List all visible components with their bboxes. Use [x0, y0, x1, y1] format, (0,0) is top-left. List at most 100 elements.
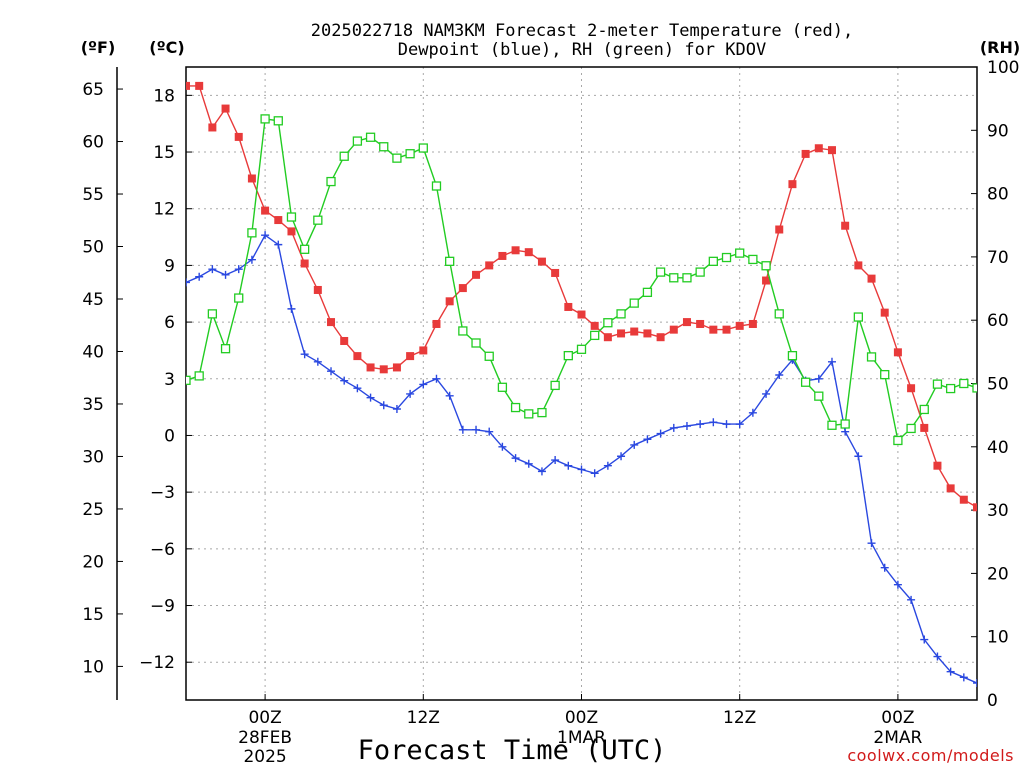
dewpoint-point	[551, 456, 560, 465]
rh-point	[186, 375, 191, 385]
rh-point	[471, 338, 481, 348]
temperature-point	[867, 274, 876, 283]
dewpoint-point	[524, 459, 533, 468]
dewpoint-point	[472, 425, 481, 434]
rh-point	[339, 151, 349, 161]
time-date-label: 1MAR	[557, 728, 606, 748]
series-layer	[186, 81, 977, 687]
rh-point	[721, 252, 732, 263]
celsius-tick-label: 3	[164, 370, 175, 390]
rh-point	[655, 267, 666, 277]
dewpoint-point	[261, 231, 270, 240]
rh-point	[299, 244, 310, 254]
rh-point	[326, 176, 336, 187]
fahrenheit-tick-label: 15	[82, 605, 104, 625]
temperature-point	[748, 319, 757, 328]
rh-point	[524, 409, 534, 419]
dewpoint-point	[669, 423, 678, 432]
rh-point	[603, 318, 613, 328]
rh-point	[787, 350, 798, 361]
rh-point	[748, 254, 758, 265]
temperature-point	[485, 261, 494, 270]
credit-text: coolwx.com/models	[847, 746, 1014, 765]
temperature-point	[722, 325, 731, 334]
celsius-unit-label: (ºC)	[149, 38, 184, 57]
fahrenheit-tick-label: 35	[82, 395, 104, 415]
celsius-tick-label: 6	[164, 313, 175, 333]
temperature-point	[564, 302, 573, 311]
temperature-point	[472, 270, 481, 279]
rh-unit-label: (RH)	[980, 38, 1020, 57]
dewpoint-point	[748, 408, 757, 417]
temperature-point	[854, 261, 863, 270]
dewpoint-point	[722, 420, 731, 429]
dewpoint-point	[366, 393, 375, 402]
rh-point	[220, 344, 231, 354]
rh-point	[761, 261, 771, 271]
dewpoint-point	[907, 595, 916, 604]
rh-point	[365, 132, 376, 142]
rh-point	[629, 298, 639, 308]
dewpoint-point	[854, 452, 863, 461]
fahrenheit-tick-label: 40	[82, 342, 104, 362]
rh-point	[379, 142, 389, 152]
dewpoint-point	[432, 374, 441, 383]
rh-point	[207, 309, 218, 319]
temperature-point	[841, 221, 850, 230]
temperature-point	[682, 318, 691, 327]
rh-point	[194, 371, 204, 381]
dewpoint-point	[577, 465, 586, 474]
rh-point	[669, 273, 679, 283]
dewpoint-point	[511, 454, 520, 463]
chart-title-line1: 2025022718 NAM3KM Forecast 2-meter Tempe…	[311, 21, 853, 41]
temperature-point	[880, 308, 889, 317]
rh-point	[695, 267, 705, 277]
temperature-point	[617, 329, 626, 338]
temperature-point	[893, 348, 902, 357]
temperature-point	[287, 227, 296, 236]
rh-point	[827, 420, 837, 430]
fahrenheit-tick-label: 50	[82, 238, 104, 258]
dewpoint-point	[946, 667, 955, 676]
temperature-point	[458, 284, 467, 293]
temperature-point	[366, 363, 375, 372]
rh-point	[313, 215, 323, 225]
celsius-tick-label: 12	[153, 200, 175, 220]
rh-point	[445, 256, 455, 266]
dewpoint-point	[920, 635, 929, 644]
temperature-point	[406, 352, 415, 361]
rh-point	[286, 212, 297, 222]
time-tick-label: 00Z	[881, 708, 914, 728]
dewpoint-point	[933, 652, 942, 661]
temperature-point	[577, 310, 586, 319]
rh-point	[906, 423, 916, 434]
dewpoint-point	[630, 440, 639, 449]
rh-point	[510, 402, 521, 413]
celsius-tick-label: −3	[150, 483, 175, 503]
temperature-point	[735, 321, 744, 330]
time-tick-label: 12Z	[723, 708, 756, 728]
celsius-tick-label: −9	[150, 597, 175, 617]
dewpoint-point	[537, 467, 546, 476]
rh-tick-label: 30	[987, 501, 1009, 521]
temperature-series	[186, 81, 977, 512]
temperature-point	[379, 365, 388, 374]
temperature-point	[669, 325, 678, 334]
time-date-label: 2MAR	[873, 728, 922, 748]
dewpoint-point	[379, 401, 388, 410]
rh-tick-label: 0	[987, 691, 998, 711]
temperature-point	[524, 248, 533, 257]
dewpoint-point	[867, 539, 876, 548]
rh-point	[932, 379, 943, 389]
rh-tick-label: 80	[987, 185, 1009, 205]
dewpoint-point	[208, 265, 217, 274]
fahrenheit-tick-label: 20	[82, 552, 104, 572]
temperature-point	[946, 484, 955, 493]
dewpoint-point	[564, 461, 573, 470]
rh-point	[537, 407, 547, 418]
dewpoint-point	[313, 357, 322, 366]
temperature-point	[907, 384, 916, 393]
temperature-point	[221, 104, 230, 113]
temperature-point	[801, 149, 810, 158]
